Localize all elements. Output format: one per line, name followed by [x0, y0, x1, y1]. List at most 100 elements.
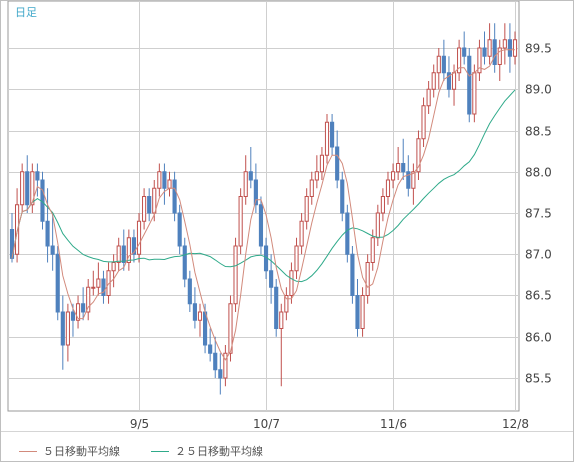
candle-body [487, 39, 492, 57]
legend-ma5: ５日移動平均線 [19, 443, 120, 459]
candle-body [208, 344, 213, 354]
candle-body [314, 171, 319, 181]
y-tick-label: 86.0 [525, 331, 552, 345]
candle-body [142, 196, 147, 222]
candle-body [502, 39, 507, 49]
candle-body [177, 212, 182, 247]
candle-body [289, 270, 294, 296]
candle-body [309, 179, 314, 197]
candle-body [192, 303, 197, 321]
x-tick-label: 9/5 [130, 417, 149, 431]
candle-body [284, 295, 289, 313]
candle-body [243, 171, 248, 197]
candle-body [457, 47, 462, 74]
candle-body [253, 179, 258, 206]
candle-body [233, 245, 238, 305]
x-tick-label: 11/6 [380, 417, 407, 431]
candle-body [157, 171, 162, 189]
candle-body [304, 196, 309, 222]
candle-body [25, 171, 30, 206]
y-tick-label: 88.0 [525, 166, 552, 180]
candle-body [507, 39, 512, 57]
y-tick-label: 86.5 [525, 289, 552, 303]
candle-body [467, 55, 472, 115]
x-tick-label: 10/7 [253, 417, 280, 431]
candle-body [238, 196, 243, 247]
candle-body [101, 278, 106, 296]
candle-body [462, 47, 467, 57]
candle-body [340, 179, 345, 214]
candle-body [172, 179, 177, 214]
candle-body [451, 72, 457, 90]
candle-body [436, 55, 441, 74]
candle-body [441, 55, 446, 74]
candle-body [421, 105, 426, 140]
candle-body [330, 121, 335, 148]
legend-separator [1, 431, 573, 432]
candle-body [299, 220, 304, 247]
candle-body [355, 295, 360, 329]
candle-body [396, 163, 401, 173]
candle-body [497, 47, 502, 65]
candle-body [380, 196, 385, 214]
candlestick-chart: 85.5 86.0 86.5 87.0 87.5 88.0 88.5 89.0 89.5 9/5 1… [7, 1, 552, 431]
candle-body [81, 303, 86, 313]
candle-body [512, 39, 518, 57]
candle-body [55, 253, 60, 313]
candle-body [75, 303, 81, 321]
candle-body [60, 311, 65, 346]
candle-body [411, 171, 416, 189]
candle-body [370, 237, 375, 263]
candle-body [477, 47, 482, 74]
legend-ma25-swatch [151, 450, 169, 452]
candle-body [335, 146, 340, 181]
period-label: 日足 [15, 6, 37, 19]
candle-body [385, 179, 391, 197]
candle-body [218, 369, 223, 379]
candle-body [223, 352, 228, 379]
candle-body [116, 245, 121, 263]
candle-body [375, 212, 380, 239]
candle-body [187, 278, 192, 305]
legend-ma25-label: ２５日移動平均線 [175, 445, 263, 458]
candle-body [482, 47, 487, 57]
candle-body [147, 196, 152, 214]
candle-body [50, 245, 55, 255]
candle-body [350, 253, 355, 296]
legend-ma5-swatch [19, 450, 37, 452]
candle-body [390, 171, 396, 181]
candle-body [492, 39, 497, 65]
candle-body [294, 245, 299, 272]
x-tick-label: 12/8 [502, 417, 529, 431]
candle-body [228, 303, 233, 354]
candle-body [70, 311, 76, 321]
candle-body [213, 352, 218, 371]
legend-ma5-label: ５日移動平均線 [43, 445, 120, 458]
candle-body [431, 72, 436, 90]
candle-body [182, 245, 187, 280]
candle-body [65, 311, 70, 346]
candle-body [106, 270, 111, 296]
y-tick-label: 85.5 [525, 372, 552, 386]
y-tick-label: 89.0 [525, 83, 552, 97]
candle-body [162, 171, 167, 189]
candle-body [279, 311, 284, 329]
plot-border [7, 1, 520, 412]
candle-body [426, 88, 431, 107]
ma5-line [11, 49, 515, 361]
candle-body [365, 262, 370, 296]
candle-body [152, 187, 157, 214]
candle-body [121, 245, 126, 263]
candle-body [416, 138, 421, 173]
candle-body [30, 171, 35, 206]
candle-body [111, 262, 116, 272]
candle-body [96, 278, 101, 288]
candle-body [35, 171, 40, 181]
candle-body [274, 286, 279, 329]
candle-body [360, 295, 365, 329]
candle-body [45, 220, 50, 247]
y-tick-label: 87.5 [525, 207, 552, 221]
candle-body [248, 171, 253, 181]
candle-body [86, 286, 91, 313]
